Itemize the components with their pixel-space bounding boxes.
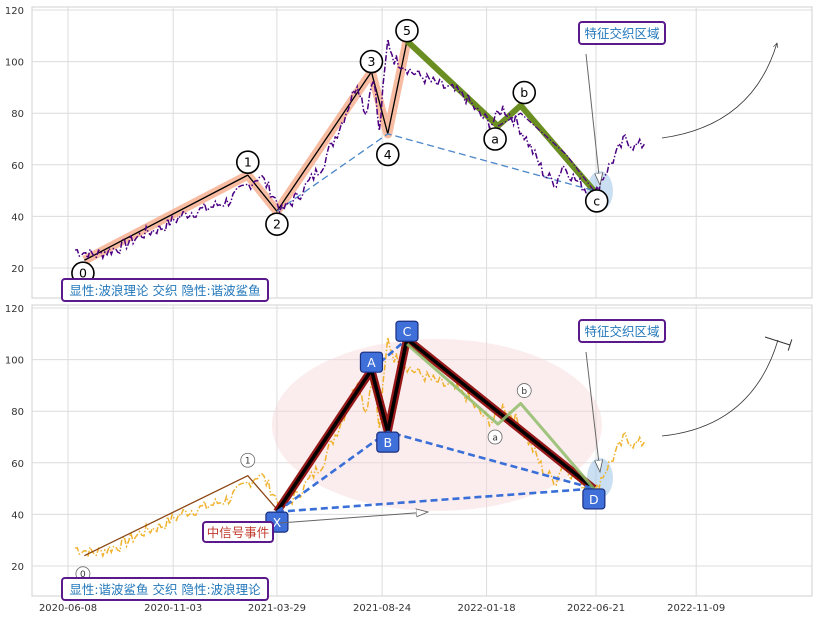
top-y-axis: 20 40 60 80 100 120 bbox=[5, 6, 24, 275]
y-tick-label: 60 bbox=[11, 161, 24, 172]
pattern-point-label: X bbox=[273, 515, 282, 530]
wave-label: 4 bbox=[384, 147, 392, 162]
wave-label: 5 bbox=[403, 23, 411, 38]
top-legend-label: 显性:波浪理论 交织 隐性:谐波鲨鱼 bbox=[69, 283, 260, 298]
price-line bbox=[74, 39, 645, 262]
correction-dashdot bbox=[497, 112, 595, 191]
bottom-signal-box bbox=[202, 521, 274, 543]
wave-label: 0 bbox=[79, 266, 87, 281]
top-feature-box bbox=[578, 21, 666, 45]
wave-label: a bbox=[491, 132, 499, 147]
bottom-price-series bbox=[74, 337, 645, 560]
pattern-point-box bbox=[359, 351, 384, 373]
top-overlays bbox=[82, 38, 597, 265]
pattern-point-label: C bbox=[403, 324, 412, 339]
top-price-series bbox=[74, 39, 645, 262]
y-tick-label: 40 bbox=[11, 212, 24, 223]
y-tick-label: 40 bbox=[11, 510, 24, 521]
minor-wave-label: 1 bbox=[245, 457, 251, 467]
bottom-feature-pointer bbox=[585, 351, 600, 472]
wave-label-circle bbox=[359, 49, 384, 74]
y-tick-label: 80 bbox=[11, 109, 24, 120]
wave-label-circle bbox=[235, 150, 260, 175]
wave-label-circle bbox=[584, 189, 609, 213]
wave-label-circle bbox=[483, 127, 507, 151]
minor-wave-label: b bbox=[521, 387, 527, 397]
wave-label: 3 bbox=[367, 54, 375, 69]
top-feature-pointer bbox=[585, 53, 600, 185]
x-tick-label: 2022-06-21 bbox=[567, 603, 625, 614]
bottom-panel: 20 40 60 80 100 120 2020-06-08 2020-11-03 2021-… bbox=[5, 304, 813, 614]
bottom-pattern-zone bbox=[272, 339, 602, 511]
bottom-legend-box bbox=[61, 577, 269, 601]
y-tick-label: 120 bbox=[5, 6, 24, 17]
wave-label: b bbox=[520, 85, 528, 100]
x-tick-label: 2022-11-09 bbox=[667, 603, 725, 614]
wave-label-circle bbox=[375, 142, 400, 167]
elliott-correction-path bbox=[404, 38, 597, 193]
minor-wave-label: 0 bbox=[80, 570, 86, 580]
wave-label-circle bbox=[265, 212, 289, 236]
wave-label-circle bbox=[512, 80, 537, 105]
y-tick-label: 20 bbox=[11, 264, 24, 275]
bottom-projection-target bbox=[764, 336, 793, 351]
pattern-point-box bbox=[376, 431, 400, 453]
y-tick-label: 100 bbox=[5, 356, 24, 367]
elliott-impulse-path bbox=[84, 40, 408, 261]
bottom-feature-label: 特征交织区域 bbox=[584, 324, 659, 339]
bottom-x-axis: 2020-06-08 2020-11-03 2021-03-29 2021-08-24… bbox=[39, 603, 725, 614]
correction-green bbox=[405, 342, 596, 490]
bottom-signal-pointer bbox=[279, 512, 428, 524]
y-tick-label: 80 bbox=[11, 407, 24, 418]
x-tick-label: 2020-06-08 bbox=[39, 603, 97, 614]
wave-label: 2 bbox=[273, 217, 281, 232]
pattern-point-box bbox=[395, 320, 419, 342]
pattern-point-label: A bbox=[367, 355, 376, 370]
minor-label-circle bbox=[487, 429, 503, 445]
bottom-y-axis: 20 40 60 80 100 120 bbox=[5, 304, 24, 573]
bottom-legend-label: 显性:谐波鲨鱼 交织 隐性:波浪理论 bbox=[69, 582, 261, 597]
pattern-point-label: B bbox=[383, 435, 392, 450]
minor-label-circle bbox=[516, 383, 532, 398]
bottom-feature-box bbox=[578, 319, 666, 343]
y-tick-label: 20 bbox=[11, 562, 24, 573]
wave-label-circle bbox=[395, 18, 419, 43]
minor-wave-label: a bbox=[492, 434, 498, 444]
xd-dashed bbox=[276, 487, 594, 514]
x-tick-label: 2021-08-24 bbox=[353, 603, 411, 614]
minor-label-circle bbox=[240, 452, 256, 468]
wave-label: 1 bbox=[244, 155, 252, 170]
wave-2-4-trendline bbox=[276, 133, 595, 212]
y-tick-label: 100 bbox=[5, 58, 24, 69]
ac-dashed bbox=[370, 337, 408, 371]
y-tick-label: 60 bbox=[11, 459, 24, 470]
bottom-projection-curve bbox=[661, 339, 779, 437]
top-legend-box bbox=[61, 278, 269, 302]
x-tick-label: 2020-11-03 bbox=[144, 603, 202, 614]
bottom-signal-label: 中信号事件 bbox=[207, 525, 270, 540]
wave-label: c bbox=[593, 193, 600, 208]
pattern-point-label: D bbox=[589, 492, 599, 507]
top-feature-label: 特征交织区域 bbox=[584, 26, 659, 41]
x-tick-label: 2022-01-18 bbox=[458, 603, 516, 614]
top-panel: 20 40 60 80 100 120 0 1 2 3 4 5 a b c 特征交织区域 显性:波浪理论 … bbox=[5, 6, 813, 302]
y-tick-label: 120 bbox=[5, 304, 24, 315]
x-tick-label: 2021-03-29 bbox=[248, 603, 306, 614]
price-line bbox=[74, 337, 645, 560]
top-projection-arrow bbox=[661, 43, 777, 139]
top-panel-frame bbox=[31, 6, 813, 299]
elliott-thin-path bbox=[84, 475, 278, 557]
pattern-point-box bbox=[582, 488, 606, 510]
